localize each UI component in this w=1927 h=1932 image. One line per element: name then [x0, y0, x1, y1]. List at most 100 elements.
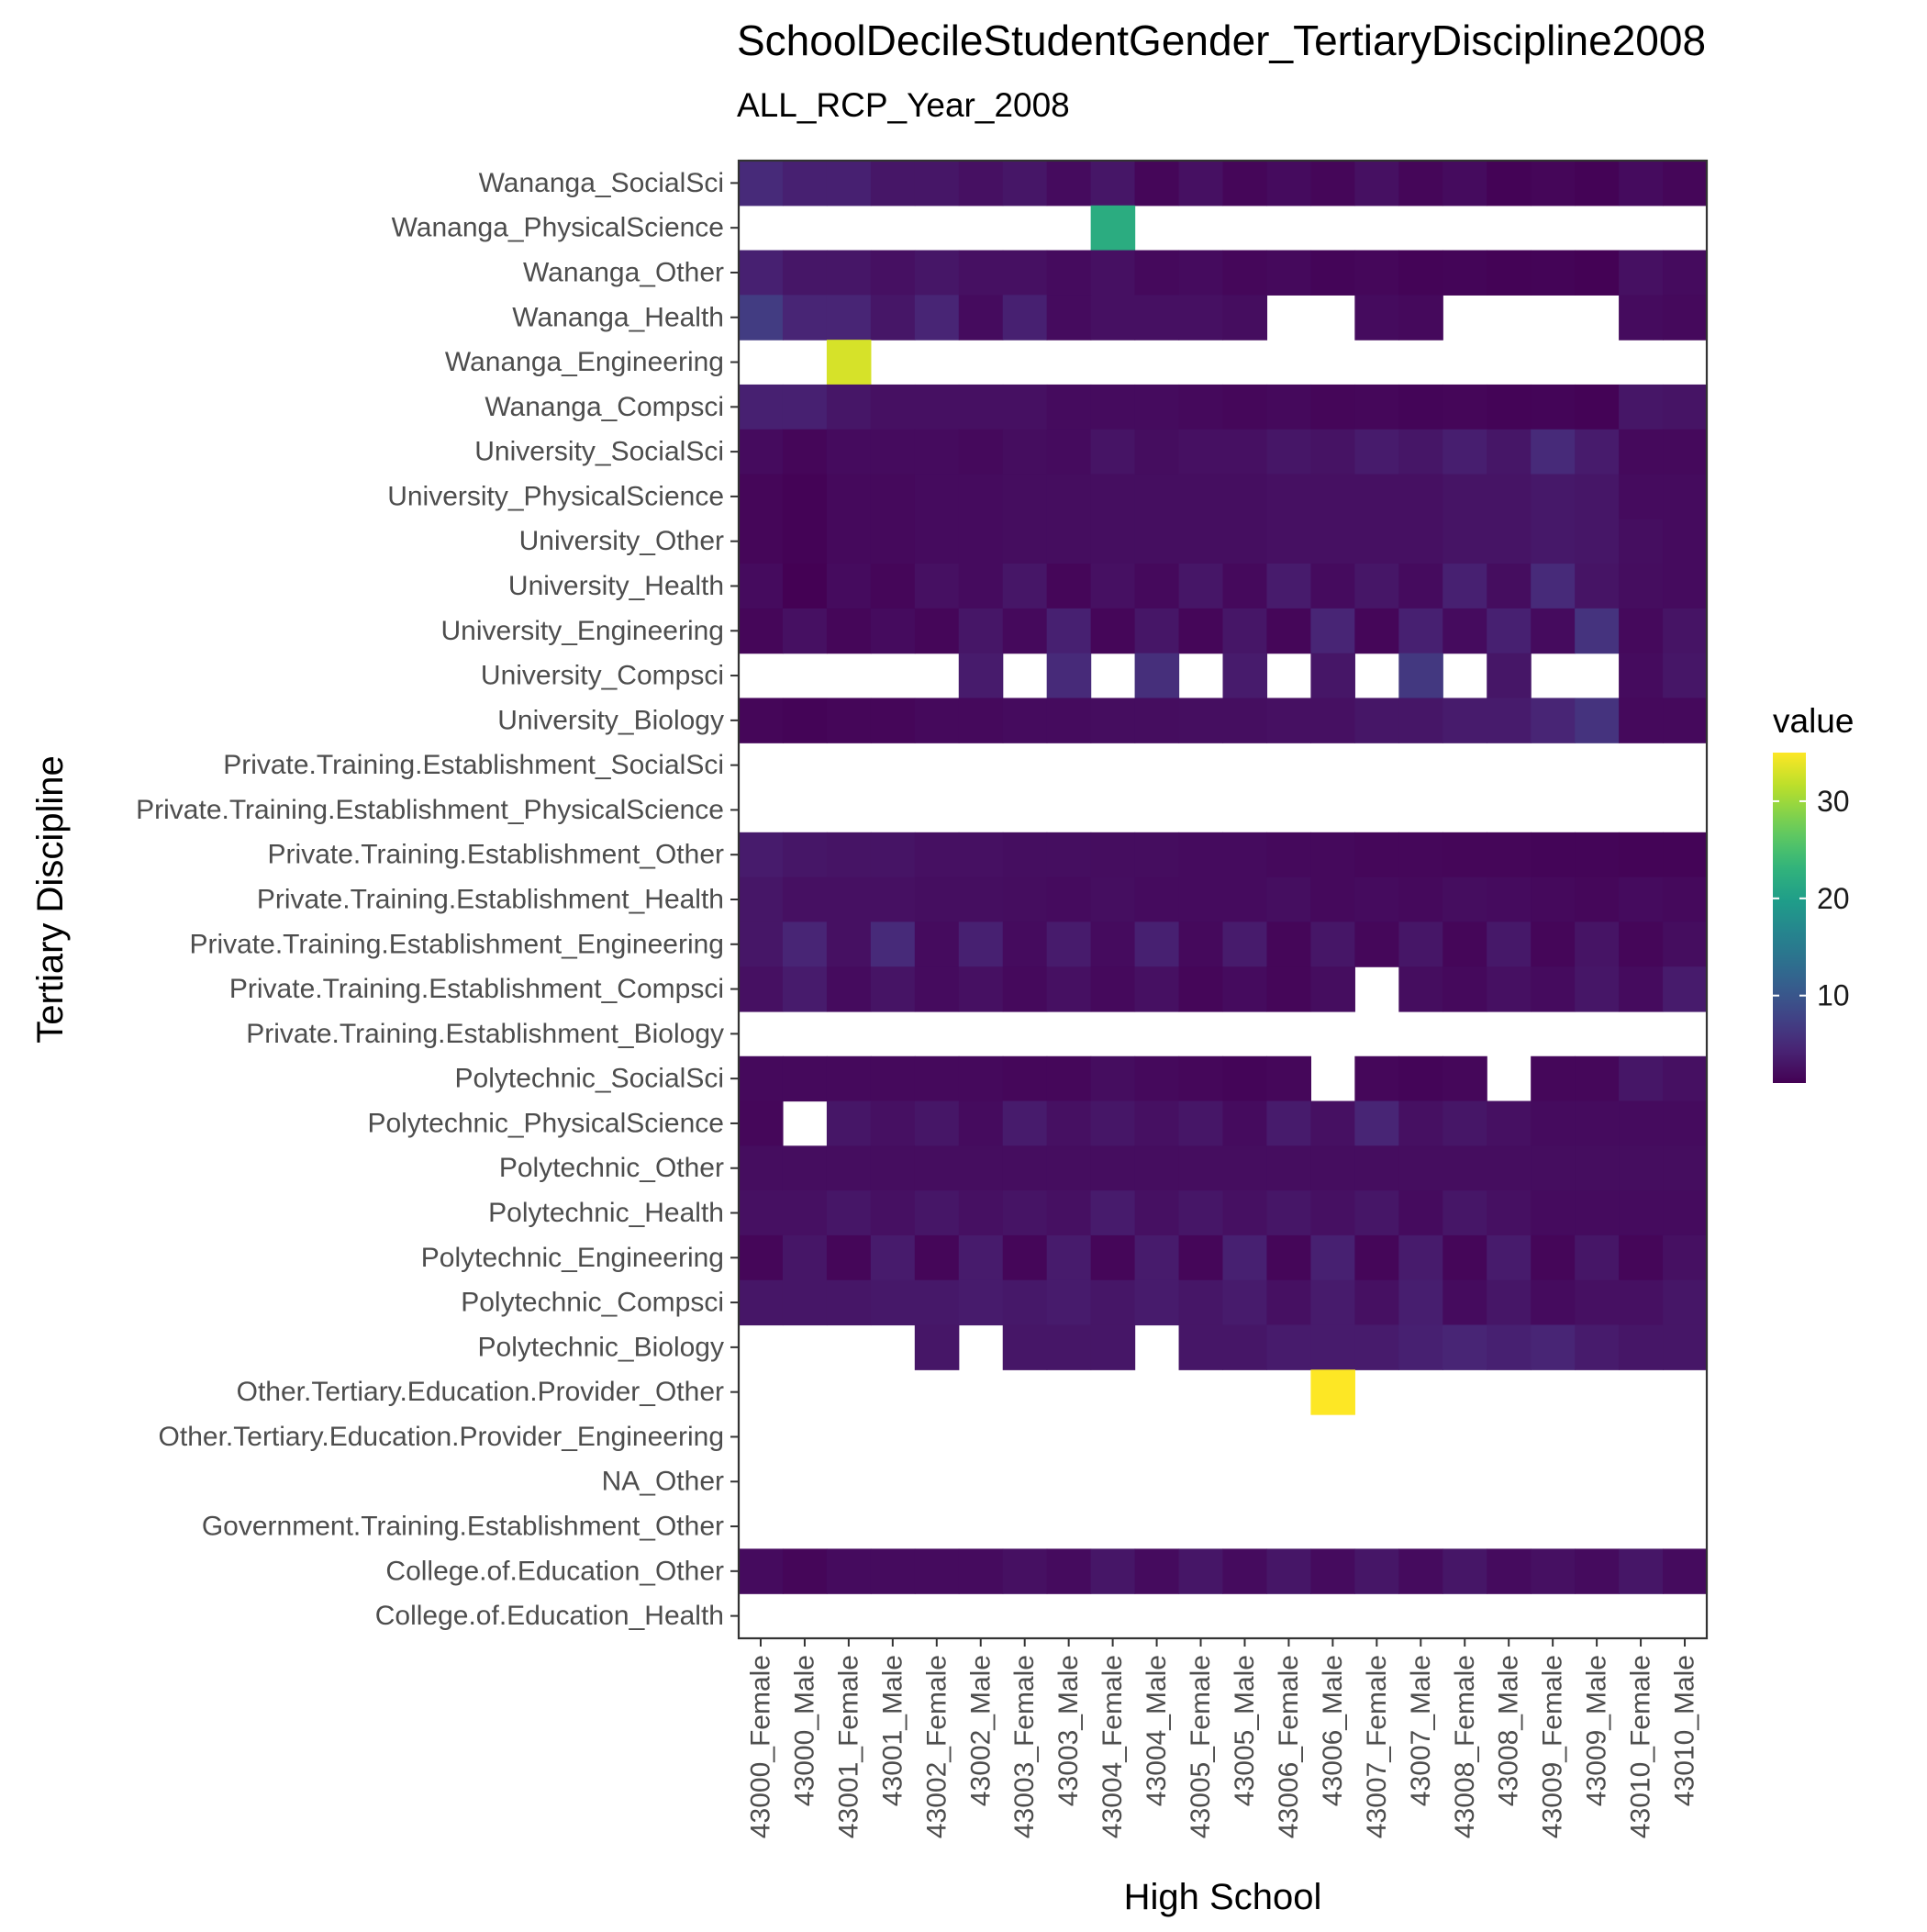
heatmap-cell: [1398, 1279, 1443, 1326]
heatmap-cell: [826, 921, 872, 967]
heatmap-cell: [1619, 564, 1664, 609]
heatmap-cell: [1531, 1190, 1576, 1236]
heatmap-cell: [782, 429, 828, 475]
heatmap-cell: [1575, 429, 1620, 475]
heatmap-cell: [1619, 877, 1664, 922]
heatmap-cell: [1090, 1548, 1136, 1594]
heatmap-cell: [1310, 564, 1355, 609]
heatmap-cell: [739, 1279, 784, 1326]
heatmap-cell: [1487, 832, 1532, 878]
heatmap-cell: [1354, 519, 1399, 564]
heatmap-cell: [739, 161, 784, 207]
heatmap-cell: [1310, 608, 1355, 654]
heatmap-cell: [1663, 1190, 1708, 1236]
y-tick-label: Wananga_Compsci: [485, 392, 724, 422]
heatmap-cell: [914, 1548, 960, 1594]
heatmap-cell: [1222, 1548, 1268, 1594]
heatmap-cell: [1487, 877, 1532, 922]
heatmap-cell: [1619, 1548, 1664, 1594]
heatmap-cell: [1002, 564, 1048, 609]
heatmap-cell: [870, 608, 916, 654]
heatmap-cell: [1442, 877, 1487, 922]
heatmap-cell: [1310, 1190, 1355, 1236]
heatmap-cell: [1619, 474, 1664, 519]
y-axis-title: Tertiary Discipline: [30, 755, 71, 1043]
heatmap-cell: [1487, 966, 1532, 1012]
heatmap-cell: [1354, 1234, 1399, 1281]
heatmap-cell: [1002, 1548, 1048, 1594]
x-tick-label: 43010_Female: [1626, 1655, 1656, 1838]
heatmap-cell: [1487, 429, 1532, 475]
heatmap-cell: [1354, 608, 1399, 654]
heatmap-cell: [1178, 519, 1224, 564]
heatmap-cell: [1222, 1190, 1268, 1236]
heatmap-cell: [1002, 1324, 1048, 1370]
heatmap-cell: [1002, 698, 1048, 743]
heatmap-cell: [1090, 1100, 1136, 1146]
heatmap-cell: [914, 250, 960, 296]
heatmap-cell: [1487, 1279, 1532, 1326]
heatmap-cell: [1619, 608, 1664, 654]
heatmap-cell: [1222, 698, 1268, 743]
heatmap-cell: [1531, 250, 1576, 296]
heatmap-cell: [1134, 966, 1180, 1012]
heatmap-cell: [914, 429, 960, 475]
heatmap-cell: [1222, 966, 1268, 1012]
heatmap-cell: [1398, 1145, 1443, 1191]
legend-colorbar: [1773, 753, 1806, 1083]
heatmap-cell: [1310, 1145, 1355, 1191]
x-tick-label: 43008_Female: [1450, 1655, 1480, 1838]
heatmap-cell: [1090, 608, 1136, 654]
heatmap-cell: [1354, 1100, 1399, 1146]
y-tick-label: University_Compsci: [481, 661, 724, 691]
heatmap-cell: [914, 474, 960, 519]
heatmap-cell: [1619, 832, 1664, 878]
heatmap-cell: [1178, 921, 1224, 967]
heatmap-cell: [1222, 1145, 1268, 1191]
heatmap-cell: [1046, 698, 1092, 743]
heatmap-cell: [782, 698, 828, 743]
heatmap-cell: [1266, 161, 1311, 207]
y-tick-label: Private.Training.Establishment_Compsci: [229, 974, 724, 1004]
heatmap-cell: [958, 1234, 1004, 1281]
heatmap-cell: [1619, 1055, 1664, 1102]
heatmap-cell: [1354, 921, 1399, 967]
heatmap-cell: [1619, 966, 1664, 1012]
heatmap-cell: [1178, 474, 1224, 519]
heatmap-cell: [1575, 698, 1620, 743]
heatmap-cell: [1310, 519, 1355, 564]
heatmap-cell: [914, 384, 960, 430]
heatmap-cell: [1134, 877, 1180, 922]
heatmap-cell: [826, 1234, 872, 1281]
heatmap-cell: [1134, 1279, 1180, 1326]
heatmap-cell: [739, 250, 784, 296]
heatmap-cell: [1310, 653, 1355, 699]
heatmap-cell: [739, 877, 784, 922]
heatmap-cell: [1354, 1190, 1399, 1236]
heatmap-cell: [958, 832, 1004, 878]
heatmap-cell: [1487, 250, 1532, 296]
y-tick-label: Other.Tertiary.Education.Provider_Other: [237, 1377, 724, 1407]
heatmap-cell: [782, 608, 828, 654]
heatmap-cell: [914, 295, 960, 341]
heatmap-cell: [1354, 295, 1399, 341]
heatmap-cell: [1575, 384, 1620, 430]
heatmap-cell: [1266, 1548, 1311, 1594]
heatmap-cell: [1134, 698, 1180, 743]
heatmap-cell: [1663, 921, 1708, 967]
heatmap-cell: [1487, 384, 1532, 430]
heatmap-cell: [914, 564, 960, 609]
heatmap-cell: [1134, 1234, 1180, 1281]
heatmap-cell: [739, 608, 784, 654]
heatmap-cell: [1531, 921, 1576, 967]
heatmap-cell: [1398, 608, 1443, 654]
y-tick-label: Polytechnic_Health: [488, 1198, 724, 1228]
heatmap-cell: [1134, 161, 1180, 207]
heatmap-cell: [826, 1145, 872, 1191]
heatmap-cell: [870, 161, 916, 207]
heatmap-cell: [1398, 1548, 1443, 1594]
heatmap-cell: [1663, 1234, 1708, 1281]
heatmap-cell: [914, 966, 960, 1012]
heatmap-cell: [1575, 564, 1620, 609]
heatmap-cell: [1354, 1145, 1399, 1191]
